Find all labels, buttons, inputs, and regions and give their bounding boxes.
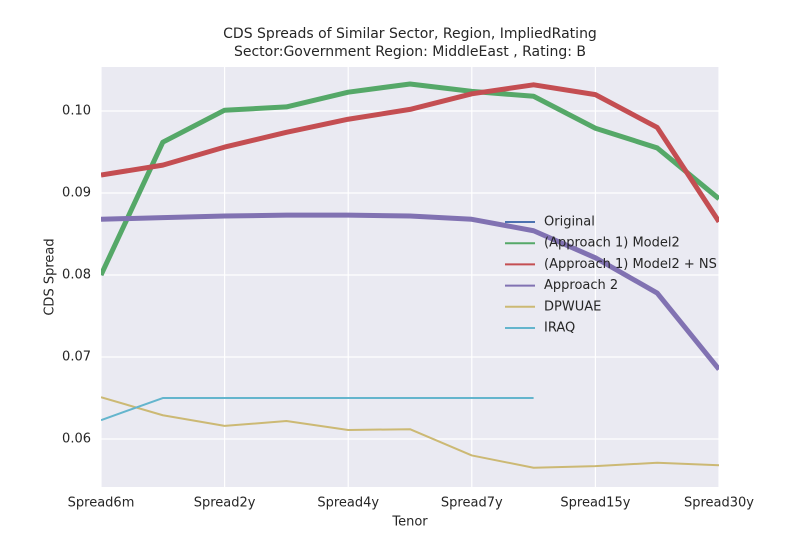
x-axis-label: Tenor xyxy=(391,515,428,530)
legend-label: (Approach 1) Model2 xyxy=(544,236,680,251)
x-tick-label: Spread2y xyxy=(194,496,256,511)
y-tick-label: 0.08 xyxy=(62,268,91,283)
x-tick-label: Spread7y xyxy=(441,496,503,511)
y-tick-label: 0.10 xyxy=(62,104,91,119)
x-tick-label: Spread6m xyxy=(68,496,135,511)
chart-subtitle: Sector:Government Region: MiddleEast , R… xyxy=(234,44,586,60)
series-line xyxy=(101,397,534,422)
legend-label: (Approach 1) Model2 + NS xyxy=(544,257,717,272)
legend-label: IRAQ xyxy=(544,321,575,336)
y-tick-label: 0.07 xyxy=(62,350,91,365)
series-line xyxy=(101,396,719,469)
x-tick-label: Spread30y xyxy=(684,496,754,511)
chart-title: CDS Spreads of Similar Sector, Region, I… xyxy=(223,26,597,42)
series-line xyxy=(101,81,719,277)
legend-label: Original xyxy=(544,215,595,230)
x-tick-label: Spread15y xyxy=(560,496,630,511)
legend-label: DPWUAE xyxy=(544,299,601,314)
y-axis-label: CDS Spread xyxy=(43,238,58,315)
y-tick-label: 0.06 xyxy=(62,432,91,447)
legend-label: Approach 2 xyxy=(544,278,618,293)
x-tick-label: Spread4y xyxy=(317,496,379,511)
series-line xyxy=(101,212,719,371)
series-line xyxy=(101,82,719,224)
y-tick-label: 0.09 xyxy=(62,186,91,201)
